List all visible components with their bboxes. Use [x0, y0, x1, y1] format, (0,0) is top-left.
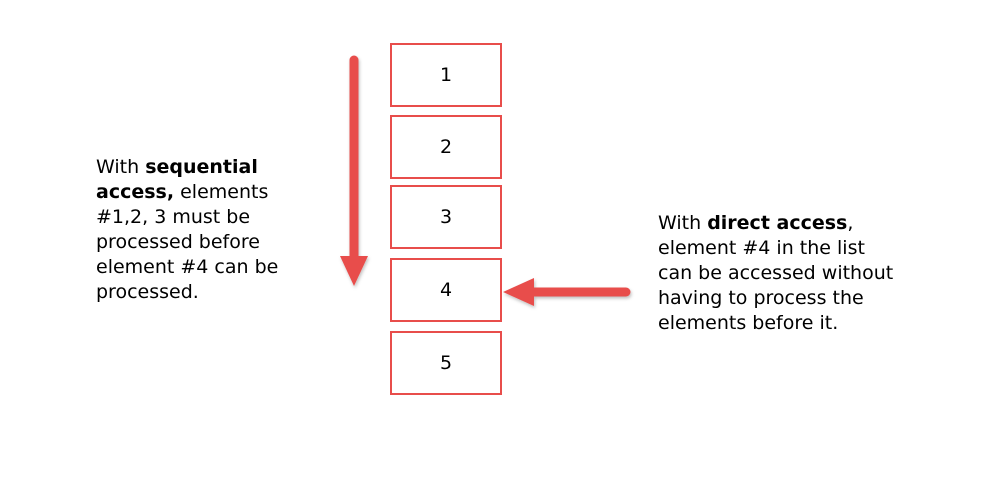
list-element-label: 3	[439, 206, 453, 228]
sequential-access-note: With sequential access, elements #1,2, 3…	[96, 155, 316, 305]
direct-access-note: With direct access, element #4 in the li…	[658, 211, 898, 336]
note-emphasis: sequential access,	[96, 156, 258, 203]
list-element-label: 5	[439, 352, 453, 374]
list-element-4: 4	[390, 258, 502, 322]
note-text: , element #4 in the list can be accessed…	[658, 212, 894, 334]
list-element-label: 1	[439, 64, 453, 86]
list-element-2: 2	[390, 115, 502, 179]
note-emphasis: direct access	[707, 212, 848, 234]
list-element-3: 3	[390, 185, 502, 249]
list-element-1: 1	[390, 43, 502, 107]
note-text: elements #1,2, 3 must be processed befor…	[96, 181, 279, 303]
list-element-label: 2	[439, 136, 453, 158]
note-text: With	[658, 212, 708, 234]
direct-arrow	[503, 278, 631, 306]
note-text: With	[96, 156, 146, 178]
list-element-label: 4	[439, 279, 453, 301]
sequential-arrow	[340, 55, 368, 286]
list-element-5: 5	[390, 331, 502, 395]
